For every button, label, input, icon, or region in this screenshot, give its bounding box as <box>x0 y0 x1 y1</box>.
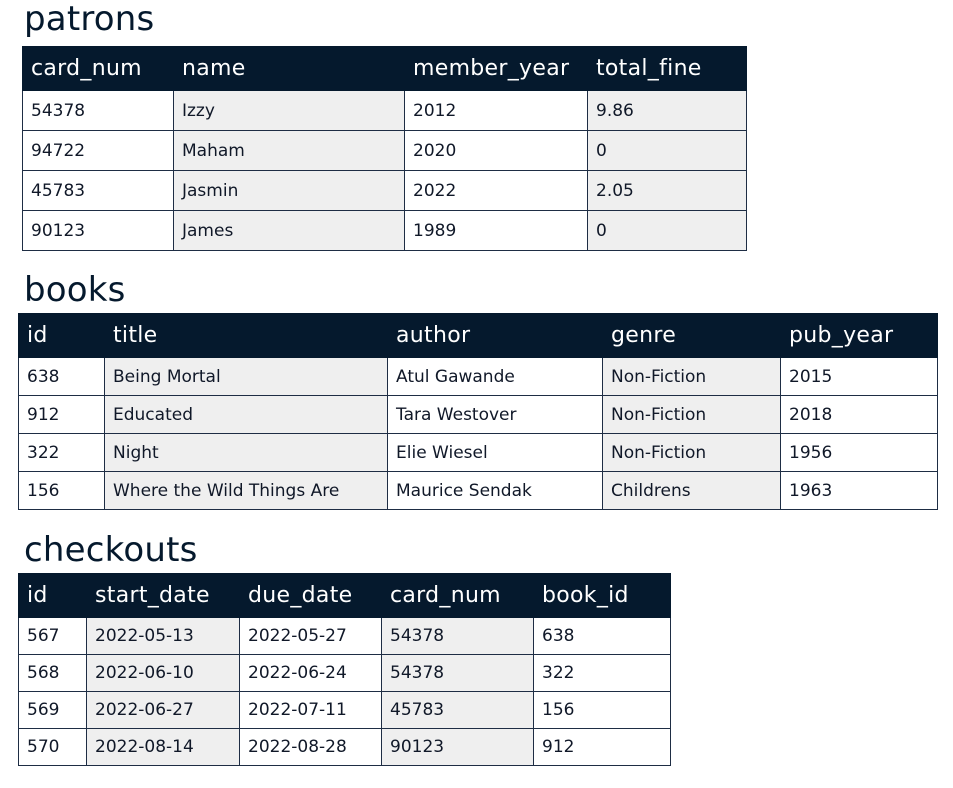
checkouts-table-title: checkouts <box>24 530 198 570</box>
table-cell: Where the Wild Things Are <box>104 471 388 510</box>
column-header: genre <box>602 313 781 358</box>
table-cell: Elie Wiesel <box>387 433 603 472</box>
table-cell: Maurice Sendak <box>387 471 603 510</box>
table-cell: 569 <box>18 691 87 729</box>
table-cell: 2020 <box>404 130 588 171</box>
table-cell: 2022-06-10 <box>86 654 240 692</box>
table-row: 569 2022-06-27 2022-07-11 45783 156 <box>18 691 671 729</box>
table-header-row: id title author genre pub_year <box>18 313 938 358</box>
table-cell: 2015 <box>780 357 938 396</box>
table-cell: James <box>173 210 405 251</box>
column-header: id <box>18 313 105 358</box>
column-header: author <box>387 313 603 358</box>
table-cell: 2022-06-27 <box>86 691 240 729</box>
table-cell: Non-Fiction <box>602 357 781 396</box>
table-cell: 322 <box>533 654 671 692</box>
table-cell: 156 <box>533 691 671 729</box>
table-cell: 1956 <box>780 433 938 472</box>
table-cell: 2022-05-13 <box>86 617 240 655</box>
table-cell: 2022-07-11 <box>239 691 382 729</box>
table-cell: 1963 <box>780 471 938 510</box>
table-cell: 2.05 <box>587 170 747 211</box>
table-cell: Childrens <box>602 471 781 510</box>
table-cell: 45783 <box>381 691 534 729</box>
table-cell: 54378 <box>381 654 534 692</box>
table-header-row: card_num name member_year total_fine <box>22 46 747 91</box>
table-cell: 0 <box>587 130 747 171</box>
table-row: 322 Night Elie Wiesel Non-Fiction 1956 <box>18 433 938 472</box>
column-header: total_fine <box>587 46 747 91</box>
table-row: 45783 Jasmin 2022 2.05 <box>22 170 747 211</box>
table-cell: 2012 <box>404 90 588 131</box>
table-row: 156 Where the Wild Things Are Maurice Se… <box>18 471 938 510</box>
table-cell: 90123 <box>22 210 174 251</box>
table-cell: Atul Gawande <box>387 357 603 396</box>
table-cell: 2018 <box>780 395 938 434</box>
patrons-table-title: patrons <box>24 0 155 39</box>
table-cell: 2022 <box>404 170 588 211</box>
checkouts-table: id start_date due_date card_num book_id … <box>18 573 671 766</box>
table-row: 638 Being Mortal Atul Gawande Non-Fictio… <box>18 357 938 396</box>
table-cell: Night <box>104 433 388 472</box>
books-table: id title author genre pub_year 638 Being… <box>18 313 938 510</box>
column-header: start_date <box>86 573 240 618</box>
table-row: 568 2022-06-10 2022-06-24 54378 322 <box>18 654 671 692</box>
table-row: 567 2022-05-13 2022-05-27 54378 638 <box>18 617 671 655</box>
table-cell: 94722 <box>22 130 174 171</box>
table-cell: Non-Fiction <box>602 433 781 472</box>
table-cell: 0 <box>587 210 747 251</box>
table-cell: Jasmin <box>173 170 405 211</box>
table-row: 912 Educated Tara Westover Non-Fiction 2… <box>18 395 938 434</box>
table-row: 94722 Maham 2020 0 <box>22 130 747 171</box>
table-cell: 567 <box>18 617 87 655</box>
table-cell: 2022-08-28 <box>239 728 382 766</box>
column-header: card_num <box>22 46 174 91</box>
column-header: pub_year <box>780 313 938 358</box>
table-cell: 2022-08-14 <box>86 728 240 766</box>
table-cell: 9.86 <box>587 90 747 131</box>
books-table-title: books <box>24 270 126 310</box>
column-header: member_year <box>404 46 588 91</box>
table-cell: Non-Fiction <box>602 395 781 434</box>
table-cell: 45783 <box>22 170 174 211</box>
table-cell: 570 <box>18 728 87 766</box>
table-cell: 156 <box>18 471 105 510</box>
table-row: 54378 Izzy 2012 9.86 <box>22 90 747 131</box>
table-cell: 2022-06-24 <box>239 654 382 692</box>
table-cell: 912 <box>18 395 105 434</box>
column-header: due_date <box>239 573 382 618</box>
table-cell: Tara Westover <box>387 395 603 434</box>
table-cell: 638 <box>18 357 105 396</box>
table-cell: 54378 <box>381 617 534 655</box>
column-header: book_id <box>533 573 671 618</box>
table-cell: 568 <box>18 654 87 692</box>
table-row: 570 2022-08-14 2022-08-28 90123 912 <box>18 728 671 766</box>
table-cell: 90123 <box>381 728 534 766</box>
table-cell: 2022-05-27 <box>239 617 382 655</box>
table-header-row: id start_date due_date card_num book_id <box>18 573 671 618</box>
table-cell: 322 <box>18 433 105 472</box>
table-cell: Izzy <box>173 90 405 131</box>
column-header: name <box>173 46 405 91</box>
table-cell: Being Mortal <box>104 357 388 396</box>
table-cell: Educated <box>104 395 388 434</box>
column-header: id <box>18 573 87 618</box>
table-cell: Maham <box>173 130 405 171</box>
table-cell: 912 <box>533 728 671 766</box>
column-header: title <box>104 313 388 358</box>
table-row: 90123 James 1989 0 <box>22 210 747 251</box>
patrons-table: card_num name member_year total_fine 543… <box>22 46 747 251</box>
table-cell: 1989 <box>404 210 588 251</box>
table-cell: 638 <box>533 617 671 655</box>
column-header: card_num <box>381 573 534 618</box>
table-cell: 54378 <box>22 90 174 131</box>
